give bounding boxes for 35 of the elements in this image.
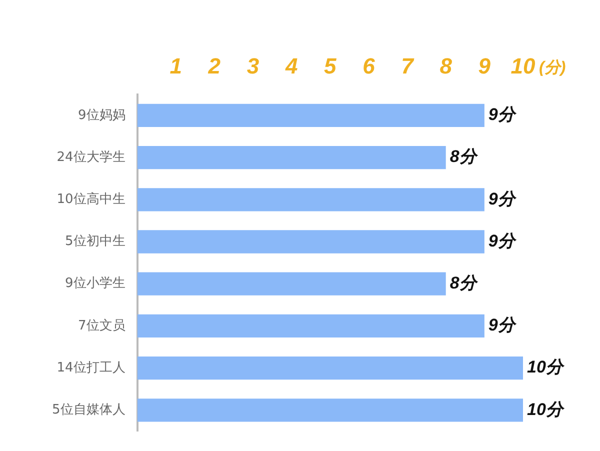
x-tick-label: 9 <box>478 53 492 78</box>
x-tick-label: 3 <box>246 53 260 78</box>
y-tick-label: 5位自媒体人 <box>52 402 126 418</box>
x-tick-label: 8 <box>440 53 453 78</box>
x-tick-label: 5 <box>324 53 338 78</box>
y-tick-label: 5位初中生 <box>64 234 126 250</box>
bar <box>137 272 446 296</box>
bar <box>137 188 484 212</box>
y-tick-label: 9位妈妈 <box>78 108 126 123</box>
data-label: 10分 <box>527 400 565 419</box>
bar <box>137 314 484 338</box>
bar <box>137 104 484 128</box>
data-label: 8分 <box>450 274 478 293</box>
x-axis-title: (分) <box>539 58 566 77</box>
x-tick-label: 7 <box>401 53 416 78</box>
bar <box>137 398 523 422</box>
data-label: 9分 <box>488 189 517 208</box>
data-label: 10分 <box>527 358 565 377</box>
data-label: 9分 <box>488 316 517 335</box>
data-label: 9分 <box>488 231 517 250</box>
bar <box>137 230 484 254</box>
x-tick-label: 2 <box>207 53 222 78</box>
y-tick-label: 24位大学生 <box>56 150 126 165</box>
y-tick-label: 14位打工人 <box>56 360 126 376</box>
y-tick-label: 7位文员 <box>78 318 126 334</box>
data-label: 9分 <box>488 105 517 124</box>
y-tick-label: 10位高中生 <box>56 191 126 208</box>
bar <box>137 146 446 170</box>
x-tick-label: 10 <box>510 53 536 78</box>
x-tick-label: 1 <box>170 53 182 78</box>
data-label: 8分 <box>450 147 478 166</box>
x-tick-label: 4 <box>284 53 298 78</box>
x-tick-label: 6 <box>362 53 376 78</box>
y-tick-label: 9位小学生 <box>64 276 126 292</box>
bar <box>137 356 523 380</box>
